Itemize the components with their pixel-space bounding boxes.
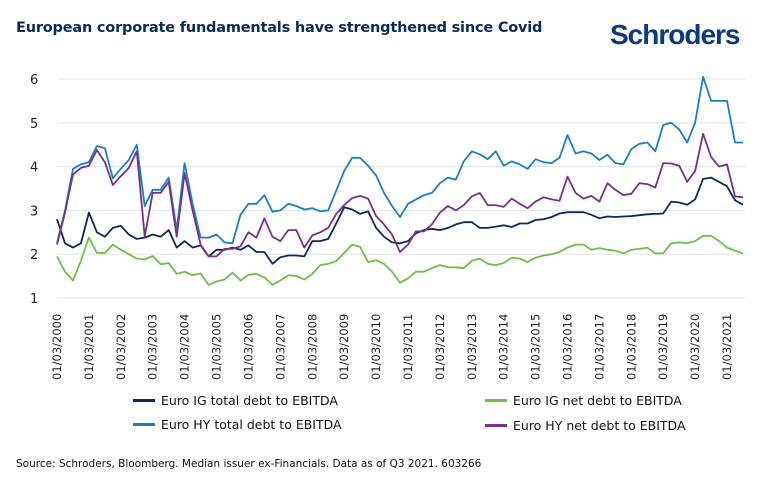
gridlines xyxy=(57,78,745,299)
legend-label-hy-net: Euro HY net debt to EBITDA xyxy=(513,418,686,433)
legend-item-ig-total: Euro IG total debt to EBITDA xyxy=(133,393,338,408)
legend-label-ig-total: Euro IG total debt to EBITDA xyxy=(161,393,338,408)
x-tick-label: 01/03/2003 xyxy=(146,314,160,380)
x-tick-label: 01/03/2006 xyxy=(241,314,255,380)
series-line-euro-ig-net-debt-to-ebitda xyxy=(56,234,744,286)
chart-title: European corporate fundamentals have str… xyxy=(16,20,543,36)
legend-label-hy-total: Euro HY total debt to EBITDA xyxy=(161,417,342,432)
legend-swatch-ig-total xyxy=(133,399,155,402)
x-tick-label: 01/03/2008 xyxy=(305,314,319,380)
x-tick-label: 01/03/2004 xyxy=(178,314,192,380)
x-tick-label: 01/03/2017 xyxy=(592,314,606,380)
legend-item-hy-net: Euro HY net debt to EBITDA xyxy=(485,418,686,433)
series-line-euro-hy-total-debt-to-ebitda xyxy=(56,75,743,245)
x-tick-label: 01/03/2007 xyxy=(273,314,287,380)
legend-item-hy-total: Euro HY total debt to EBITDA xyxy=(133,417,342,432)
x-tick-label: 01/03/2020 xyxy=(688,314,702,380)
x-tick-label: 01/03/2005 xyxy=(210,314,224,380)
y-tick-label: 2 xyxy=(30,248,38,263)
x-tick-label: 01/03/2015 xyxy=(529,314,543,380)
schroders-logo: Schroders xyxy=(610,19,740,50)
x-tick-label: 01/03/2016 xyxy=(561,314,575,380)
x-tick-label: 01/03/2019 xyxy=(656,314,670,380)
y-tick-label: 4 xyxy=(30,161,38,176)
y-tick-label: 1 xyxy=(30,292,38,307)
x-tick-label: 01/03/2009 xyxy=(337,314,351,380)
legend-swatch-hy-total xyxy=(133,423,155,426)
legend-swatch-hy-net xyxy=(485,424,507,427)
x-tick-label: 01/03/2011 xyxy=(401,314,415,380)
x-tick-label: 01/03/2018 xyxy=(624,314,638,380)
series-lines xyxy=(56,75,744,286)
y-tick-label: 3 xyxy=(30,204,38,219)
legend-swatch-ig-net xyxy=(485,399,507,402)
series-line-euro-ig-total-debt-to-ebitda xyxy=(56,176,744,265)
x-tick-label: 01/03/2013 xyxy=(465,314,479,380)
x-tick-label: 01/03/2000 xyxy=(50,314,64,380)
legend-item-ig-net: Euro IG net debt to EBITDA xyxy=(485,393,682,408)
y-tick-label: 5 xyxy=(30,117,38,132)
x-tick-label: 01/03/2010 xyxy=(369,314,383,380)
x-tick-label: 01/03/2014 xyxy=(497,314,511,380)
x-axis-ticks: 01/03/2000 01/03/2001 01/03/2002 01/03/2003… xyxy=(50,314,734,380)
source-note: Source: Schroders, Bloomberg. Median iss… xyxy=(16,458,482,470)
legend-label-ig-net: Euro IG net debt to EBITDA xyxy=(513,393,682,408)
series-line-euro-hy-net-debt-to-ebitda xyxy=(56,132,744,258)
x-tick-label: 01/03/2021 xyxy=(720,314,734,380)
x-tick-label: 01/03/2012 xyxy=(433,314,447,380)
y-axis-ticks: 1 2 3 4 5 6 xyxy=(30,73,38,307)
x-tick-label: 01/03/2002 xyxy=(114,314,128,380)
y-tick-label: 6 xyxy=(30,73,38,88)
x-tick-label: 01/03/2001 xyxy=(82,314,96,380)
